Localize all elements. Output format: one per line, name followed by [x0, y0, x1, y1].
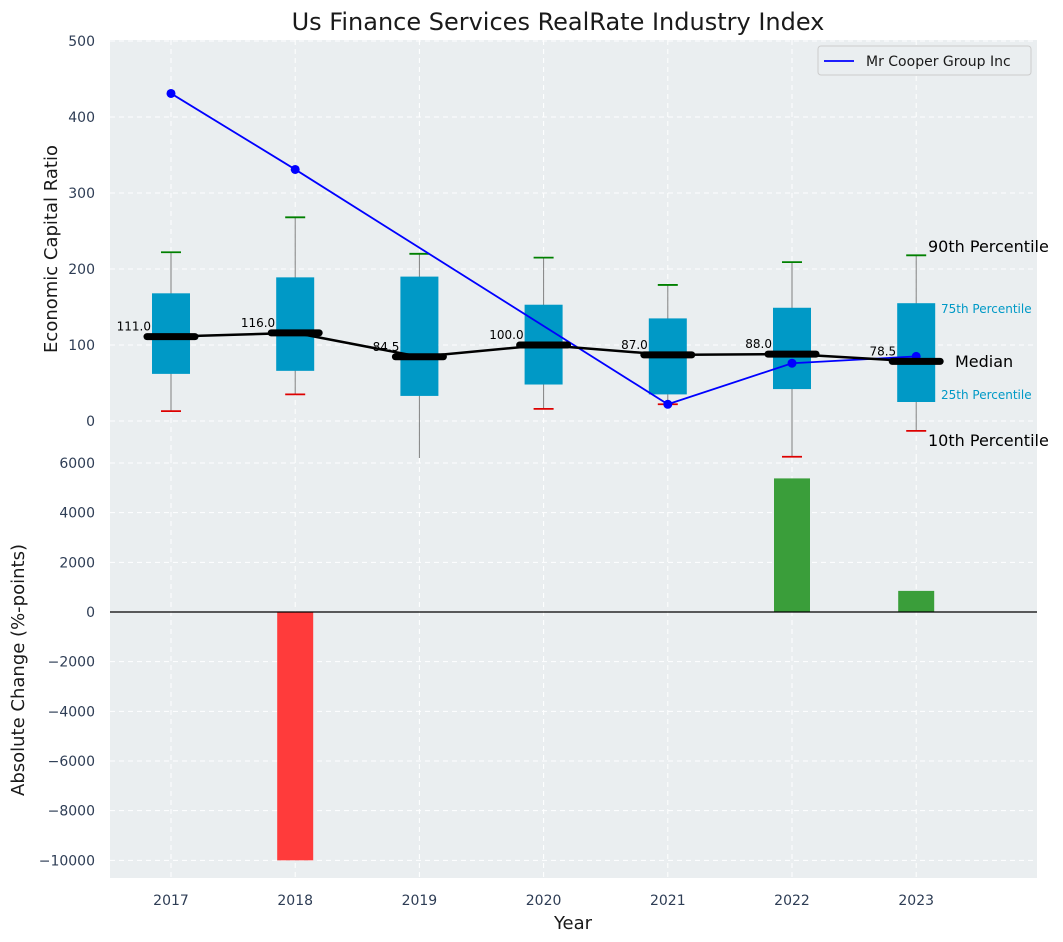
x-tick-label: 2020 — [526, 893, 562, 909]
median-value-label: 100.0 — [489, 328, 523, 342]
box — [400, 276, 439, 396]
y-tick-label: 6000 — [59, 456, 95, 472]
bar-positive — [774, 478, 810, 612]
y-tick-label: −4000 — [48, 704, 95, 720]
label-75th-percentile: 75th Percentile — [941, 302, 1032, 316]
series-point — [290, 164, 300, 174]
box-plot-y-axis-label: Economic Capital Ratio — [41, 145, 62, 353]
median-value-label: 84.5 — [373, 340, 400, 354]
y-tick-label: 0 — [86, 414, 95, 430]
median-value-label: 111.0 — [117, 320, 151, 334]
bar-panel-background — [110, 458, 1037, 878]
y-tick-label: 0 — [86, 605, 95, 621]
y-tick-label: 2000 — [59, 555, 95, 571]
box-plot-y-ticks: 0 100 200 300 400 500 — [68, 34, 95, 430]
y-tick-label: −2000 — [48, 655, 95, 671]
y-tick-label: 500 — [68, 34, 95, 50]
y-tick-label: −8000 — [48, 804, 95, 820]
median-value-label: 116.0 — [241, 316, 275, 330]
y-tick-label: 300 — [68, 186, 95, 202]
x-tick-label: 2021 — [650, 893, 686, 909]
bars — [110, 478, 1037, 861]
x-axis-label: Year — [553, 913, 593, 934]
box — [276, 277, 315, 371]
y-tick-label: 200 — [68, 262, 95, 278]
median-value-label: 78.5 — [869, 344, 896, 358]
legend-entry: Mr Cooper Group Inc — [866, 54, 1011, 70]
x-tick-label: 2018 — [277, 893, 313, 909]
y-tick-label: 100 — [68, 338, 95, 354]
box-plot-panel: 0 100 200 300 400 500 111.0 116.0 84.5 100.0 87.0… — [41, 34, 1049, 458]
chart-title: Us Finance Services RealRate Industry In… — [292, 8, 825, 36]
series-point — [663, 399, 673, 409]
y-tick-label: 400 — [68, 110, 95, 126]
x-tick-label: 2019 — [402, 893, 438, 909]
median-value-label: 88.0 — [745, 337, 772, 351]
bar-negative — [277, 612, 314, 861]
median-line — [143, 329, 944, 365]
x-ticks: 2017 2018 2019 2020 2021 2022 2023 — [153, 893, 934, 909]
label-median: Median — [955, 352, 1013, 371]
y-tick-label: 4000 — [59, 506, 95, 522]
x-tick-label: 2023 — [898, 893, 934, 909]
bar-panel-y-axis-label: Absolute Change (%-points) — [8, 544, 29, 796]
legend: Mr Cooper Group Inc — [817, 45, 1032, 76]
box — [773, 307, 811, 390]
legend-box — [817, 45, 1032, 76]
median-labels: 111.0 116.0 84.5 100.0 87.0 88.0 78.5 — [117, 316, 897, 359]
bar-positive — [898, 590, 935, 612]
y-tick-label: −10000 — [39, 853, 95, 869]
x-tick-label: 2017 — [153, 893, 189, 909]
series-point — [166, 88, 176, 98]
label-90th-percentile: 90th Percentile — [928, 237, 1049, 256]
bar-panel-y-ticks: −10000 −8000 −6000 −4000 −2000 0 2000 4000 6000 — [39, 456, 95, 869]
label-25th-percentile: 25th Percentile — [941, 388, 1032, 402]
y-tick-label: −6000 — [48, 754, 95, 770]
x-tick-label: 2022 — [774, 893, 810, 909]
series-point — [787, 358, 797, 368]
box-plot-background — [110, 40, 1037, 458]
label-10th-percentile: 10th Percentile — [928, 431, 1049, 450]
median-value-label: 87.0 — [621, 338, 648, 352]
percentile-labels: 90th Percentile 75th Percentile Median 25th… — [928, 237, 1049, 450]
bar-panel: −10000−8000−6000−4000−20000200040006000 … — [8, 456, 1037, 934]
